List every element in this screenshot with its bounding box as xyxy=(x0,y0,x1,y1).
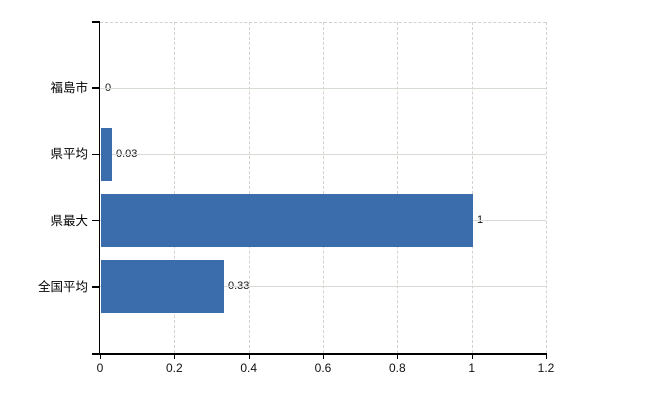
vertical-gridline xyxy=(546,22,547,353)
bar xyxy=(101,194,473,247)
y-axis-line xyxy=(98,22,100,353)
x-axis-tick xyxy=(248,354,250,359)
y-axis-tick xyxy=(92,153,100,156)
x-axis-tick xyxy=(323,354,324,359)
bar xyxy=(101,260,224,313)
x-tick-label: 0.8 xyxy=(388,361,406,375)
x-axis-tick xyxy=(471,354,473,359)
x-axis-tick xyxy=(100,354,101,359)
horizontal-gridline xyxy=(100,286,546,288)
x-tick-label: 0.2 xyxy=(165,361,183,375)
y-axis-tick xyxy=(92,87,100,89)
category-label: 県最大 xyxy=(50,214,88,228)
x-axis-tick xyxy=(397,354,399,359)
x-tick-label: 0 xyxy=(96,361,104,375)
y-axis-tick xyxy=(92,286,100,288)
x-axis-line xyxy=(92,353,547,355)
horizontal-gridline xyxy=(100,87,546,89)
vertical-gridline xyxy=(323,22,324,353)
vertical-gridline xyxy=(248,22,250,353)
bar-value-label: 1 xyxy=(477,214,484,226)
y-axis-top-tick xyxy=(92,21,100,23)
bar xyxy=(101,128,112,181)
category-label: 福島市 xyxy=(50,81,88,95)
y-axis-tick xyxy=(92,219,100,222)
x-tick-label: 1 xyxy=(468,361,475,375)
category-label: 県平均 xyxy=(50,147,88,161)
x-tick-label: 1.2 xyxy=(537,361,555,375)
x-tick-label: 0.6 xyxy=(314,361,332,375)
x-axis-tick xyxy=(546,354,547,359)
bar-value-label: 0.33 xyxy=(228,280,250,292)
x-tick-label: 0.4 xyxy=(240,361,257,375)
vertical-gridline xyxy=(174,22,176,353)
x-axis-tick xyxy=(174,354,176,359)
vertical-gridline xyxy=(397,22,399,353)
horizontal-gridline xyxy=(100,153,546,155)
vertical-gridline xyxy=(471,22,473,353)
category-label: 全国平均 xyxy=(37,280,88,294)
